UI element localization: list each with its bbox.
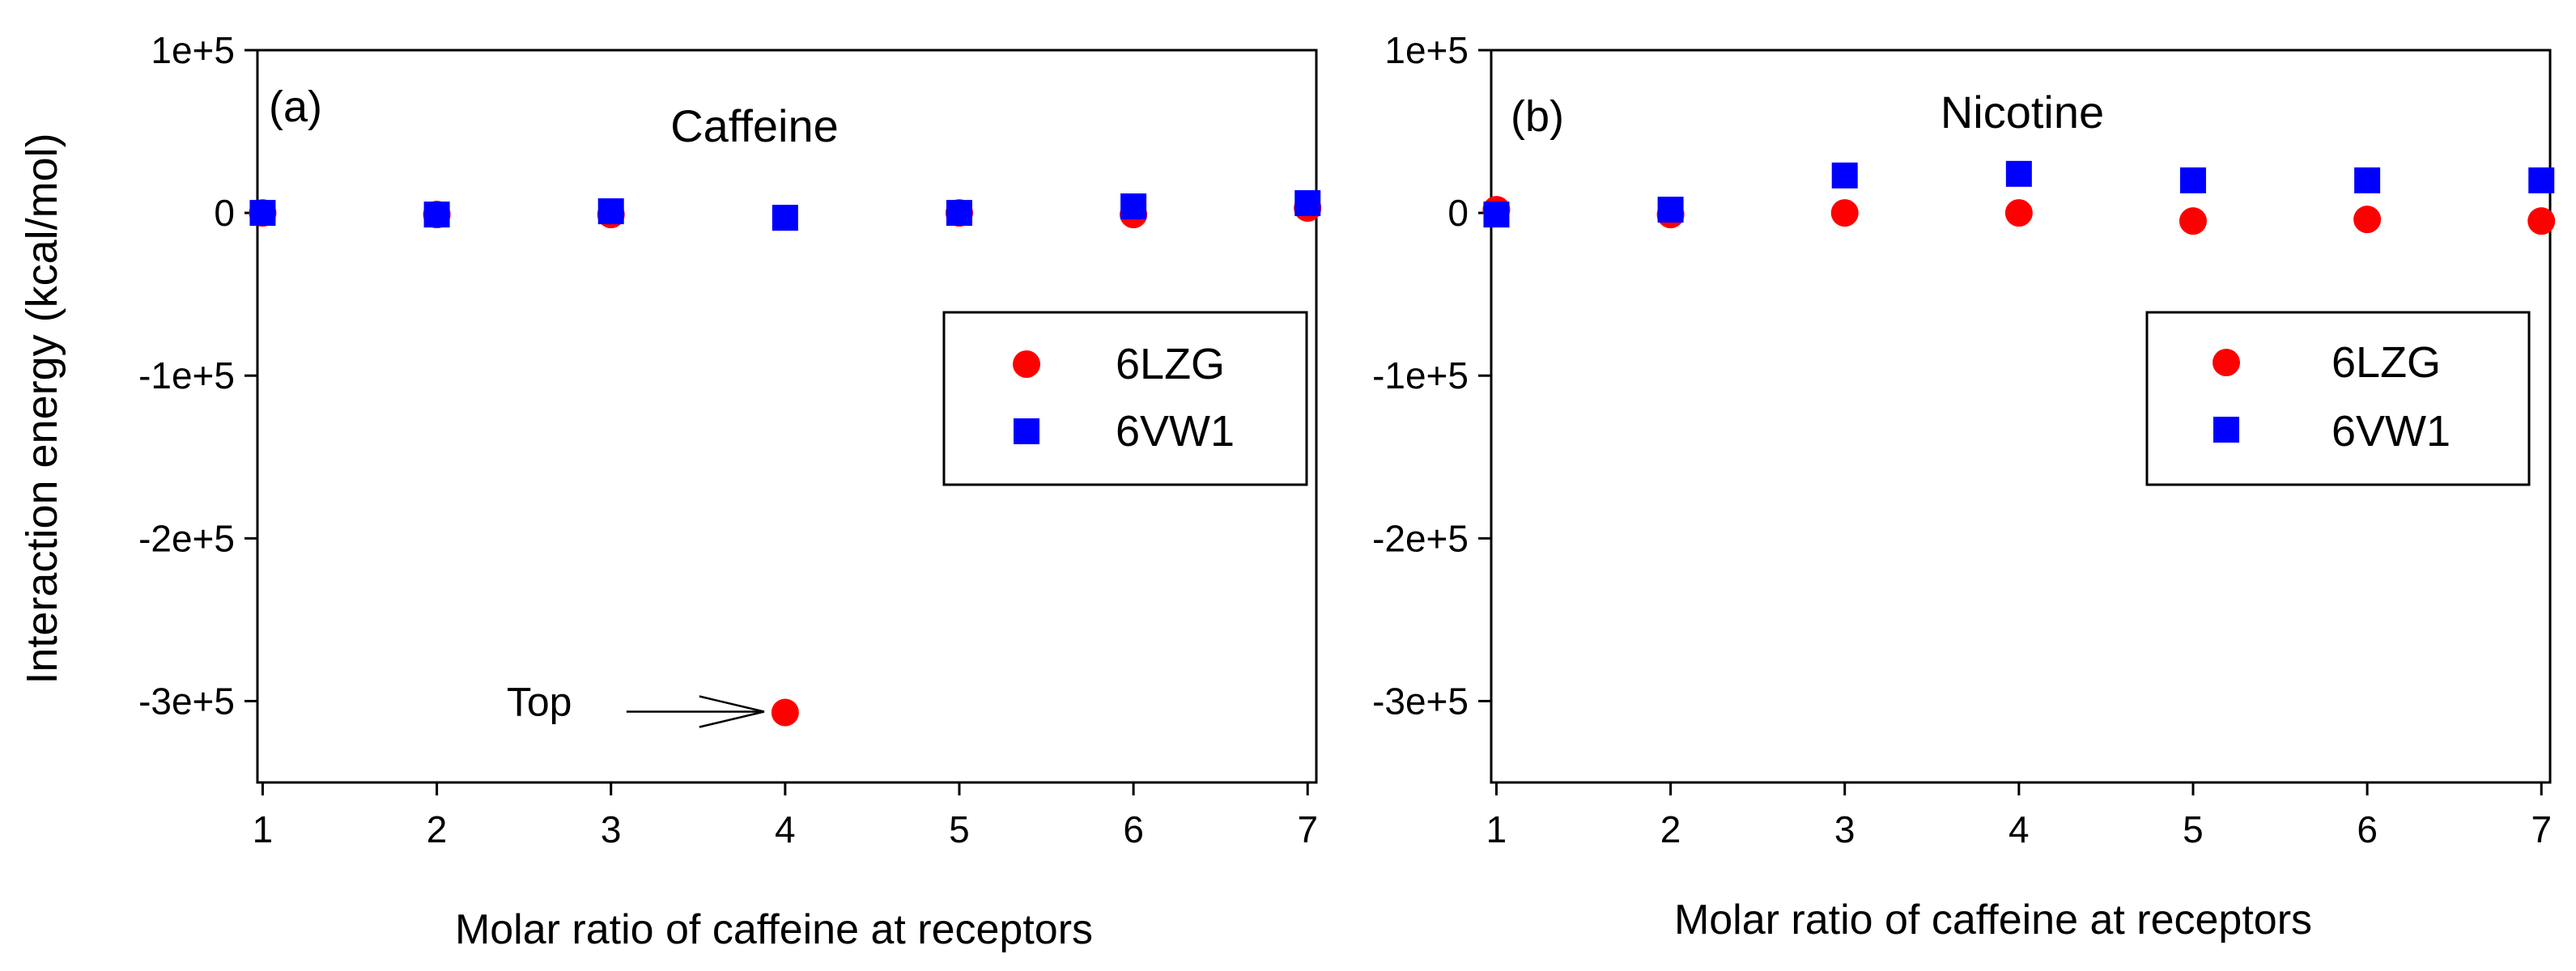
panel-a-x-axis-label: Molar ratio of caffeine at receptors — [455, 906, 1093, 953]
panel-b-x-tick-label: 3 — [1834, 808, 1855, 850]
panel-a-y-tick-label: 0 — [214, 192, 235, 234]
panel-a-legend-6lzg-marker — [1013, 350, 1040, 378]
panel-b-x-tick-label: 7 — [2531, 808, 2552, 850]
panel-b-frame — [1490, 49, 2552, 784]
panel-b-legend-6lzg-label: 6LZG — [2332, 338, 2441, 387]
panel-a-point-6vw1 — [1120, 193, 1147, 220]
panel-b-ticks: 1e+5 0 -1e+5 -2e+5 -3e+5 1 2 3 4 5 6 7 — [1372, 29, 2552, 850]
panel-b-point-6lzg — [2353, 206, 2382, 234]
panel-a-annotation-arrow-head — [699, 695, 765, 728]
panel-a-y-tick-label: -1e+5 — [138, 354, 235, 396]
panel-b-x-axis-label: Molar ratio of caffeine at receptors — [1674, 897, 2312, 943]
panel-b-point-6vw1 — [2005, 160, 2032, 187]
panel-b-point-6lzg — [2179, 207, 2207, 235]
panel-a-caffeine: (a) Caffeine Molar ratio of caffeine at … — [138, 29, 1322, 953]
panel-a-y-tick-label: -2e+5 — [138, 517, 235, 559]
panel-b-point-6lzg — [2527, 207, 2556, 235]
panel-a-marks: Top — [249, 190, 1322, 728]
panel-b-x-tick-label: 2 — [1660, 808, 1681, 850]
panel-b-x-tick-label: 5 — [2183, 808, 2204, 850]
panel-a-x-tick-label: 4 — [775, 808, 796, 850]
panel-b-point-6vw1 — [2179, 167, 2206, 193]
panel-a-legend-6vw1-label: 6VW1 — [1116, 407, 1235, 456]
panel-b-point-6lzg — [2004, 199, 2033, 227]
panel-b-point-6vw1 — [2354, 167, 2381, 193]
panel-a-x-tick-label: 3 — [601, 808, 622, 850]
panel-b-y-tick-label: -3e+5 — [1372, 680, 1469, 722]
panel-a-frame — [256, 49, 1318, 784]
panel-b-y-tick-label: -2e+5 — [1372, 517, 1469, 559]
panel-b-y-tick-label: 0 — [1447, 192, 1469, 234]
panel-a-x-tick-label: 2 — [427, 808, 448, 850]
panel-a-x-tick-label: 6 — [1123, 808, 1144, 850]
panel-a-x-tick-label: 5 — [949, 808, 970, 850]
panel-a-point-6vw1 — [597, 198, 624, 225]
panel-a-legend-6lzg-label: 6LZG — [1116, 340, 1225, 388]
panel-a-label: (a) — [269, 83, 322, 131]
panel-b-x-tick-label: 1 — [1486, 808, 1507, 850]
panel-a-point-6vw1 — [423, 201, 450, 228]
panel-b-point-6lzg — [1830, 199, 1859, 227]
panel-a-point-6vw1 — [946, 200, 972, 227]
panel-b-y-tick-label: -1e+5 — [1372, 354, 1469, 396]
panel-b-nicotine: (b) Nicotine Molar ratio of caffeine at … — [1372, 29, 2556, 943]
panel-a-ticks: 1e+5 0 -1e+5 -2e+5 -3e+5 1 2 3 4 5 6 7 — [138, 29, 1318, 850]
panel-a-x-tick-label: 1 — [253, 808, 274, 850]
panel-a-point-6vw1 — [772, 205, 798, 231]
panel-b-x-tick-label: 6 — [2357, 808, 2378, 850]
panel-b-x-tick-label: 4 — [2009, 808, 2030, 850]
panel-a-point-6vw1 — [1294, 190, 1321, 217]
panel-a-point-6vw1 — [249, 200, 276, 227]
panel-b-legend-box — [2145, 311, 2531, 486]
panel-a-y-tick-label: 1e+5 — [151, 29, 235, 71]
panel-b-point-6vw1 — [1657, 197, 1684, 223]
panel-b-point-6vw1 — [2528, 167, 2555, 193]
panel-b-title: Nicotine — [1941, 87, 2104, 138]
panel-b-point-6vw1 — [1831, 162, 1858, 189]
panel-a-annotation-text: Top — [507, 680, 572, 725]
panel-b-marks — [1482, 160, 2556, 235]
panel-b-legend-6lzg-marker — [2213, 349, 2240, 376]
panel-a-x-tick-label: 7 — [1297, 808, 1318, 850]
panel-b-y-tick-label: 1e+5 — [1384, 29, 1469, 71]
panel-a-legend-6vw1-marker — [1014, 418, 1039, 444]
panel-b-legend-6vw1-marker — [2213, 417, 2239, 443]
panel-b-legend-6vw1-label: 6VW1 — [2332, 407, 2451, 456]
panel-a-point-6lzg — [771, 698, 799, 727]
y-axis-label: Interaction energy (kcal/mol) — [18, 133, 66, 684]
panel-a-y-tick-label: -3e+5 — [138, 680, 235, 722]
panel-a-legend-box — [942, 311, 1308, 486]
panel-b-label: (b) — [1511, 92, 1564, 141]
panel-a-title: Caffeine — [670, 100, 839, 151]
panel-b-point-6vw1 — [1483, 201, 1510, 228]
